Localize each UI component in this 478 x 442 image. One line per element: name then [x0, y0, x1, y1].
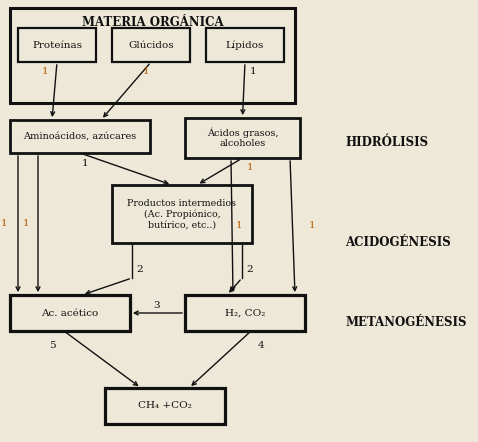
Bar [185, 295, 305, 331]
Text: HIDRÓLISIS: HIDRÓLISIS [345, 137, 428, 149]
Text: 3: 3 [154, 301, 160, 309]
Text: 1: 1 [236, 221, 242, 230]
Text: Ac. acético: Ac. acético [42, 309, 98, 317]
Text: 2: 2 [247, 266, 253, 274]
Bar [18, 28, 96, 62]
Text: 4: 4 [258, 340, 264, 350]
Text: 1: 1 [0, 220, 7, 229]
Text: 2: 2 [137, 266, 143, 274]
Bar [10, 295, 130, 331]
Text: CH₄ +CO₂: CH₄ +CO₂ [138, 401, 192, 411]
Bar [10, 8, 295, 103]
Text: Lípidos: Lípidos [226, 40, 264, 50]
Text: ACIDOGÉNESIS: ACIDOGÉNESIS [345, 236, 451, 248]
Text: 1: 1 [22, 220, 29, 229]
Bar [185, 118, 300, 158]
Text: METANOGÉNESIS: METANOGÉNESIS [345, 316, 467, 328]
Bar [10, 120, 150, 153]
Text: Proteínas: Proteínas [32, 41, 82, 50]
Bar [112, 185, 252, 243]
Text: 1: 1 [250, 68, 256, 76]
Text: H₂, CO₂: H₂, CO₂ [225, 309, 265, 317]
Text: 1: 1 [309, 221, 315, 230]
Bar [105, 388, 225, 424]
Text: Glúcidos: Glúcidos [128, 41, 174, 50]
Text: Productos intermedios
(Ac. Propiónico,
butírico, etc..): Productos intermedios (Ac. Propiónico, b… [128, 199, 237, 229]
Text: 1: 1 [42, 68, 48, 76]
Text: 5: 5 [49, 340, 55, 350]
Bar [112, 28, 190, 62]
Text: 1: 1 [143, 68, 149, 76]
Text: MATERIA ORGÁNICA: MATERIA ORGÁNICA [82, 15, 223, 28]
Text: Aminoácidos, azúcares: Aminoácidos, azúcares [23, 132, 137, 141]
Text: 1: 1 [247, 164, 254, 172]
Text: Ácidos grasos,
alcoholes: Ácidos grasos, alcoholes [206, 128, 278, 149]
Bar [206, 28, 284, 62]
Text: 1: 1 [82, 159, 88, 168]
